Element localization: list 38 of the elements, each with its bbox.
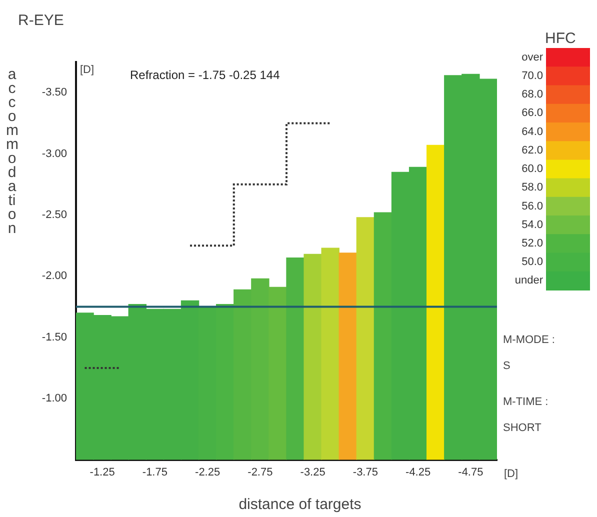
annotation: Refraction = -1.75 -0.25 144 — [130, 68, 280, 82]
color-bar-label: over — [522, 51, 544, 64]
y-tick-label: -3.50 — [42, 86, 67, 99]
x-tick-label: -4.75 — [458, 466, 484, 478]
x-tick-label: -4.25 — [406, 466, 431, 478]
text: M-TIME : — [503, 396, 548, 408]
color-bar-label: 56.0 — [522, 200, 543, 212]
color-bar-label: 52.0 — [522, 237, 543, 250]
color-bar-label: 68.0 — [522, 88, 543, 101]
color-bar-title: HFC — [545, 30, 576, 47]
x-tick-label: -2.75 — [248, 466, 273, 478]
color-bar-label: 50.0 — [522, 256, 543, 268]
annotation: [D] — [80, 64, 94, 76]
text: SHORT — [503, 422, 542, 434]
color-bar-label: 64.0 — [522, 126, 543, 138]
text: accommodation — [6, 66, 18, 237]
color-bar-label: 70.0 — [522, 70, 543, 82]
color-bar-label: under — [514, 274, 544, 287]
text: S — [503, 360, 510, 372]
x-tick-label: -3.75 — [352, 466, 378, 478]
color-bar-label: 54.0 — [522, 218, 543, 231]
x-tick-label: -1.25 — [90, 466, 115, 478]
color-bar-label: 60.0 — [522, 163, 543, 176]
x-tick-label: -3.25 — [300, 466, 326, 478]
y-tick-label: -1.00 — [42, 392, 67, 405]
text: M-MODE : — [503, 334, 555, 346]
x-axis-title: distance of targets — [238, 496, 362, 513]
y-tick-label: -1.50 — [42, 331, 67, 344]
x-tick-label: -1.75 — [142, 466, 168, 478]
color-bar-label: 66.0 — [522, 107, 543, 120]
color-bar-label: 62.0 — [522, 144, 543, 156]
color-bar-label: 58.0 — [522, 182, 543, 194]
y-tick-label: -2.50 — [42, 209, 67, 222]
text: [D] — [504, 468, 518, 480]
x-tick-label: -2.25 — [195, 466, 220, 478]
chart-title: R-EYE — [18, 12, 64, 29]
y-tick-label: -2.00 — [42, 270, 67, 282]
y-tick-label: -3.00 — [42, 148, 67, 160]
